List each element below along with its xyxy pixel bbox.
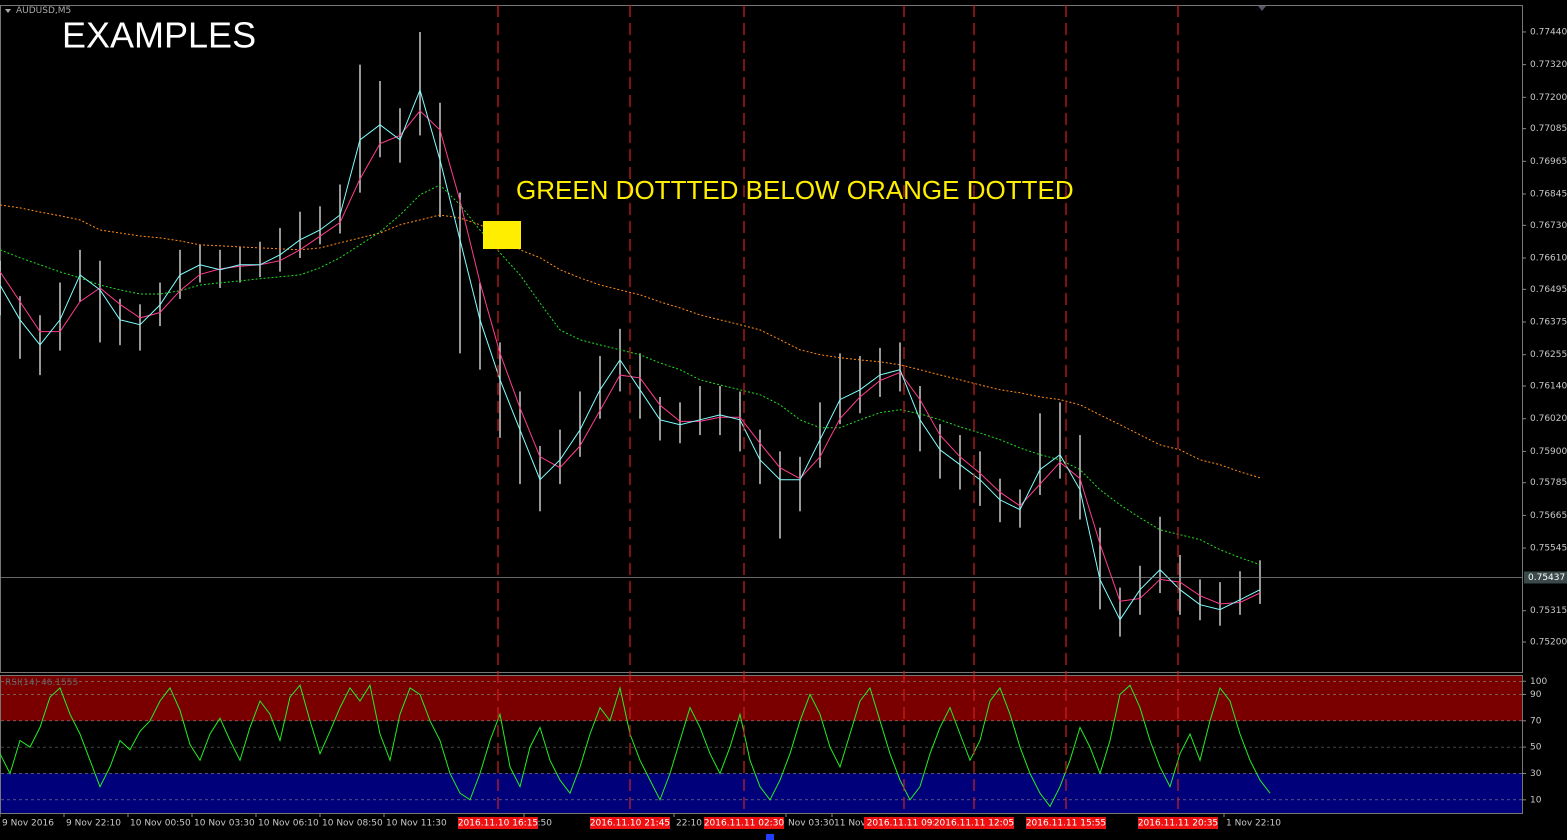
- annotation-text: GREEN DOTTTED BELOW ORANGE DOTTED: [516, 175, 1074, 205]
- event-tag-bg: [1026, 817, 1106, 829]
- series-line: [0, 184, 1261, 566]
- y-tick-label: 0.76140: [1530, 382, 1567, 392]
- event-tag-bg: [864, 817, 944, 829]
- x-tick-label: 9 Nov 2016: [2, 819, 54, 829]
- x-tick-label: Nov 03:30: [788, 819, 835, 829]
- y-tick-label: 30: [1530, 769, 1542, 779]
- y-tick-label: 50: [1530, 743, 1542, 753]
- y-tick-label: 0.75200: [1530, 638, 1567, 648]
- y-tick-label: 70: [1530, 716, 1542, 726]
- y-tick-label: 0.76375: [1530, 318, 1567, 328]
- event-tag: 2016.11.11 09:1: [867, 819, 942, 829]
- y-tick-label: 0.76020: [1530, 414, 1567, 424]
- x-tick-label: 10 Nov 00:50: [130, 819, 191, 829]
- price-tag-bg: [1524, 571, 1567, 584]
- annotation-title: EXAMPLES: [62, 15, 256, 56]
- event-tag: 2016.11.10 21:45: [590, 819, 670, 829]
- event-tag: 2016.11.11 12:05: [934, 819, 1014, 829]
- y-tick-label: 90: [1530, 690, 1542, 700]
- y-tick-label: 0.77200: [1530, 93, 1567, 103]
- y-tick-label: 10: [1530, 795, 1542, 805]
- rsi-zone: [1, 773, 1522, 813]
- y-tick-label: 100: [1530, 677, 1547, 687]
- event-tag: 2016.11.11 20:35: [1138, 819, 1218, 829]
- event-tag-bg: [934, 817, 1014, 829]
- x-tick-label: 10 Nov 06:10: [258, 819, 319, 829]
- series-line: [0, 683, 1271, 808]
- y-tick-label: 0.75785: [1530, 478, 1567, 488]
- y-tick-label: 0.75900: [1530, 447, 1567, 457]
- x-tick-label: 1 Nov 22:10: [1226, 819, 1281, 829]
- y-tick-label: 0.76845: [1530, 190, 1567, 200]
- price-tag: 0.75437: [1528, 573, 1565, 583]
- y-tick-label: 0.75545: [1530, 544, 1567, 554]
- rsi-panel: [0, 675, 1523, 814]
- y-tick-label: 0.75665: [1530, 511, 1567, 521]
- plot-layer: 0.77440 0.77320 0.77200 0.77085 0.76965 0.768…: [0, 5, 1567, 829]
- x-tick-label: 9 Nov 22:10: [66, 819, 121, 829]
- symbol-label: AUDUSD,M5: [16, 6, 71, 16]
- x-tick-label: 22:10: [676, 819, 702, 829]
- rsi-label: RSI(14) 46.1555: [5, 678, 78, 688]
- price-panel: [0, 5, 1523, 673]
- shift-marker: [1258, 6, 1266, 11]
- y-tick-label: 0.75315: [1530, 606, 1567, 616]
- event-tag: 2016.11.11 15:55: [1026, 819, 1106, 829]
- scroll-marker[interactable]: [766, 834, 774, 840]
- y-tick-label: 0.76495: [1530, 285, 1567, 295]
- series-line: [0, 204, 1261, 479]
- y-tick-label: 0.76730: [1530, 221, 1567, 231]
- event-tag: 2016.11.10 16:15: [458, 819, 538, 829]
- x-tick-label: 10 Nov 11:30: [386, 819, 447, 829]
- event-tag-bg: [704, 817, 784, 829]
- y-tick-label: 0.77085: [1530, 124, 1567, 134]
- event-tag-bg: [458, 817, 538, 829]
- rsi-zone: [1, 676, 1522, 721]
- y-tick-label: 0.76610: [1530, 254, 1567, 264]
- y-tick-label: 0.76965: [1530, 157, 1567, 167]
- y-tick-label: 0.77320: [1530, 60, 1567, 70]
- highlight-box: [483, 221, 521, 249]
- event-tag: 2016.11.11 02:30: [704, 819, 785, 829]
- event-tag-bg: [1138, 817, 1218, 829]
- y-tick-label: 0.76255: [1530, 350, 1567, 360]
- menu-arrow[interactable]: [5, 9, 11, 13]
- x-tick-label: 10 Nov 08:50: [322, 819, 383, 829]
- y-tick-label: 0.77440: [1530, 27, 1567, 37]
- x-tick-label: 16:50: [526, 819, 552, 829]
- x-tick-label: 11 Nov: [834, 819, 867, 829]
- x-tick-label: 10 Nov 03:30: [194, 819, 255, 829]
- event-tag-bg: [590, 817, 670, 829]
